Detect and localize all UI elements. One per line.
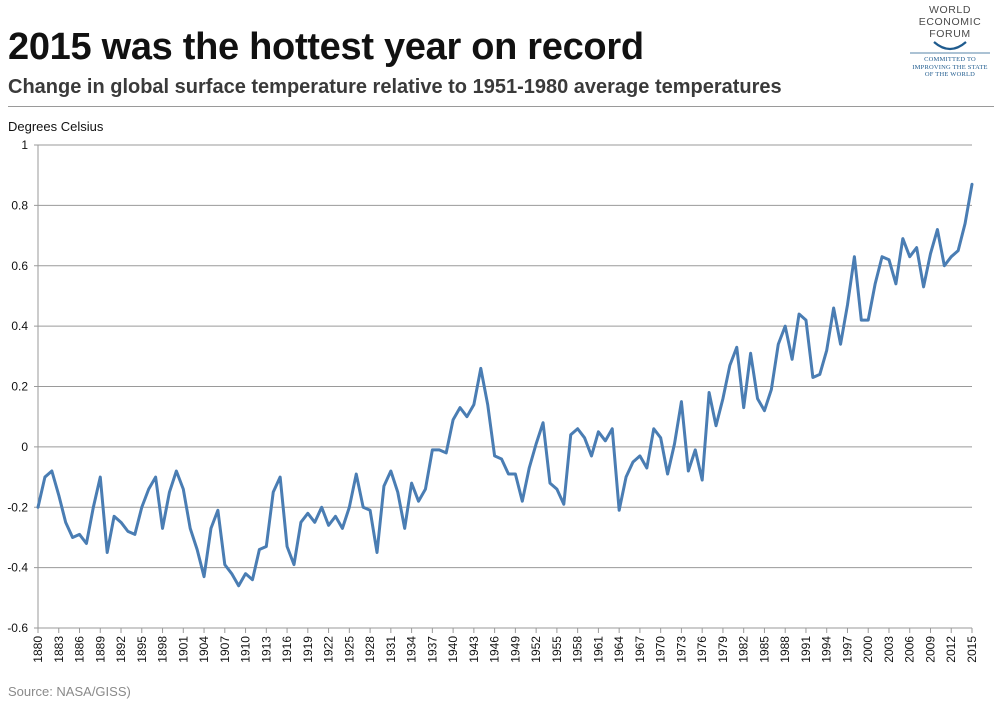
- x-tick-label: 1949: [508, 636, 522, 663]
- y-tick-label: 1: [21, 138, 28, 152]
- logo-word: FORUM: [929, 28, 971, 40]
- y-tick-label: 0.2: [11, 380, 28, 394]
- logo-tagline-line: COMMITTED TO: [924, 56, 976, 63]
- x-tick-label: 1931: [384, 636, 398, 663]
- y-tick-label: 0.4: [11, 319, 28, 333]
- x-tick-label: 1997: [840, 636, 854, 663]
- y-tick-label: -0.6: [7, 621, 28, 635]
- x-tick-label: 1928: [363, 636, 377, 663]
- series-layer: [36, 182, 974, 588]
- y-tick-label: -0.4: [7, 561, 28, 575]
- x-tick-label: 1898: [156, 636, 170, 663]
- x-tick-label: 1958: [571, 636, 585, 663]
- logo-word: ECONOMIC: [918, 16, 982, 28]
- source-note: Source: NASA/GISS): [8, 684, 131, 699]
- x-tick-label: 1916: [280, 636, 294, 663]
- logo-word: WORLD: [928, 4, 972, 16]
- x-tick-label: 1961: [591, 636, 605, 663]
- x-tick-label: 1880: [31, 636, 45, 663]
- logo-tagline-line: OF THE WORLD: [924, 71, 976, 78]
- y-tick-label: 0.8: [11, 198, 28, 212]
- x-tick-label: 1970: [654, 636, 668, 663]
- y-tick-labels: 1 0.8 0.6 0.4 0.2 0 -0.2 -0.4 -0.6: [7, 138, 28, 635]
- x-tick-label: 1895: [135, 636, 149, 663]
- x-tick-label: 1910: [239, 636, 253, 663]
- x-tick-label: 1967: [633, 636, 647, 663]
- logo-divider: [910, 52, 990, 54]
- x-tick-label: 1946: [488, 636, 502, 663]
- x-tick-label: 1886: [73, 636, 87, 663]
- y-tick-label: 0: [21, 440, 28, 454]
- x-tick-label: 1976: [695, 636, 709, 663]
- x-tick-label: 2012: [944, 636, 958, 663]
- x-tick-label: 1889: [93, 636, 107, 663]
- header-divider: [8, 106, 994, 107]
- x-tick-label: 1913: [259, 636, 273, 663]
- x-tick-label: 1955: [550, 636, 564, 663]
- axes: [34, 144, 973, 633]
- x-tick-label: 1892: [114, 636, 128, 663]
- x-tick-label: 1982: [737, 636, 751, 663]
- chart-title: 2015 was the hottest year on record: [8, 26, 644, 68]
- x-tick-label: 1925: [342, 636, 356, 663]
- x-tick-label: 1979: [716, 636, 730, 663]
- wef-logo: WORLD ECONOMIC FORUM COMMITTED TO IMPROV…: [904, 4, 996, 90]
- x-tick-label: 1991: [799, 636, 813, 663]
- x-tick-label: 2000: [861, 636, 875, 663]
- y-axis-label: Degrees Celsius: [8, 119, 104, 134]
- x-tick-label: 1922: [322, 636, 336, 663]
- x-tick-label: 2015: [965, 636, 979, 663]
- x-tick-label: 1943: [467, 636, 481, 663]
- x-tick-label: 1940: [446, 636, 460, 663]
- logo-tagline: COMMITTED TO IMPROVING THE STATE OF THE …: [904, 56, 996, 79]
- x-tick-label: 2009: [923, 636, 937, 663]
- x-tick-label: 1901: [176, 636, 190, 663]
- gridlines: [38, 144, 972, 629]
- x-tick-label: 1919: [301, 636, 315, 663]
- x-tick-labels: 1880 1883 1886 1889 1892 1895 1898 1901 1904 1907…: [31, 636, 979, 663]
- x-tick-label: 1964: [612, 636, 626, 663]
- x-tick-label: 1994: [820, 636, 834, 663]
- logo-arc-icon: [933, 41, 967, 51]
- x-tick-label: 1934: [405, 636, 419, 663]
- x-tick-label: 2006: [903, 636, 917, 663]
- y-tick-label: -0.2: [7, 500, 28, 514]
- series-line: [36, 182, 974, 588]
- x-tick-label: 1988: [778, 636, 792, 663]
- logo-wordmark: WORLD ECONOMIC FORUM: [904, 4, 996, 40]
- x-tick-label: 1883: [52, 636, 66, 663]
- x-tick-label: 2003: [882, 636, 896, 663]
- x-tick-label: 1973: [674, 636, 688, 663]
- x-tick-label: 1904: [197, 636, 211, 663]
- x-tick-label: 1937: [425, 636, 439, 663]
- x-tick-label: 1985: [757, 636, 771, 663]
- logo-tagline-line: IMPROVING THE STATE: [912, 63, 988, 71]
- y-tick-label: 0.6: [11, 259, 28, 273]
- x-tick-label: 1907: [218, 636, 232, 663]
- x-tick-label: 1952: [529, 636, 543, 663]
- chart-subtitle: Change in global surface temperature rel…: [8, 76, 782, 98]
